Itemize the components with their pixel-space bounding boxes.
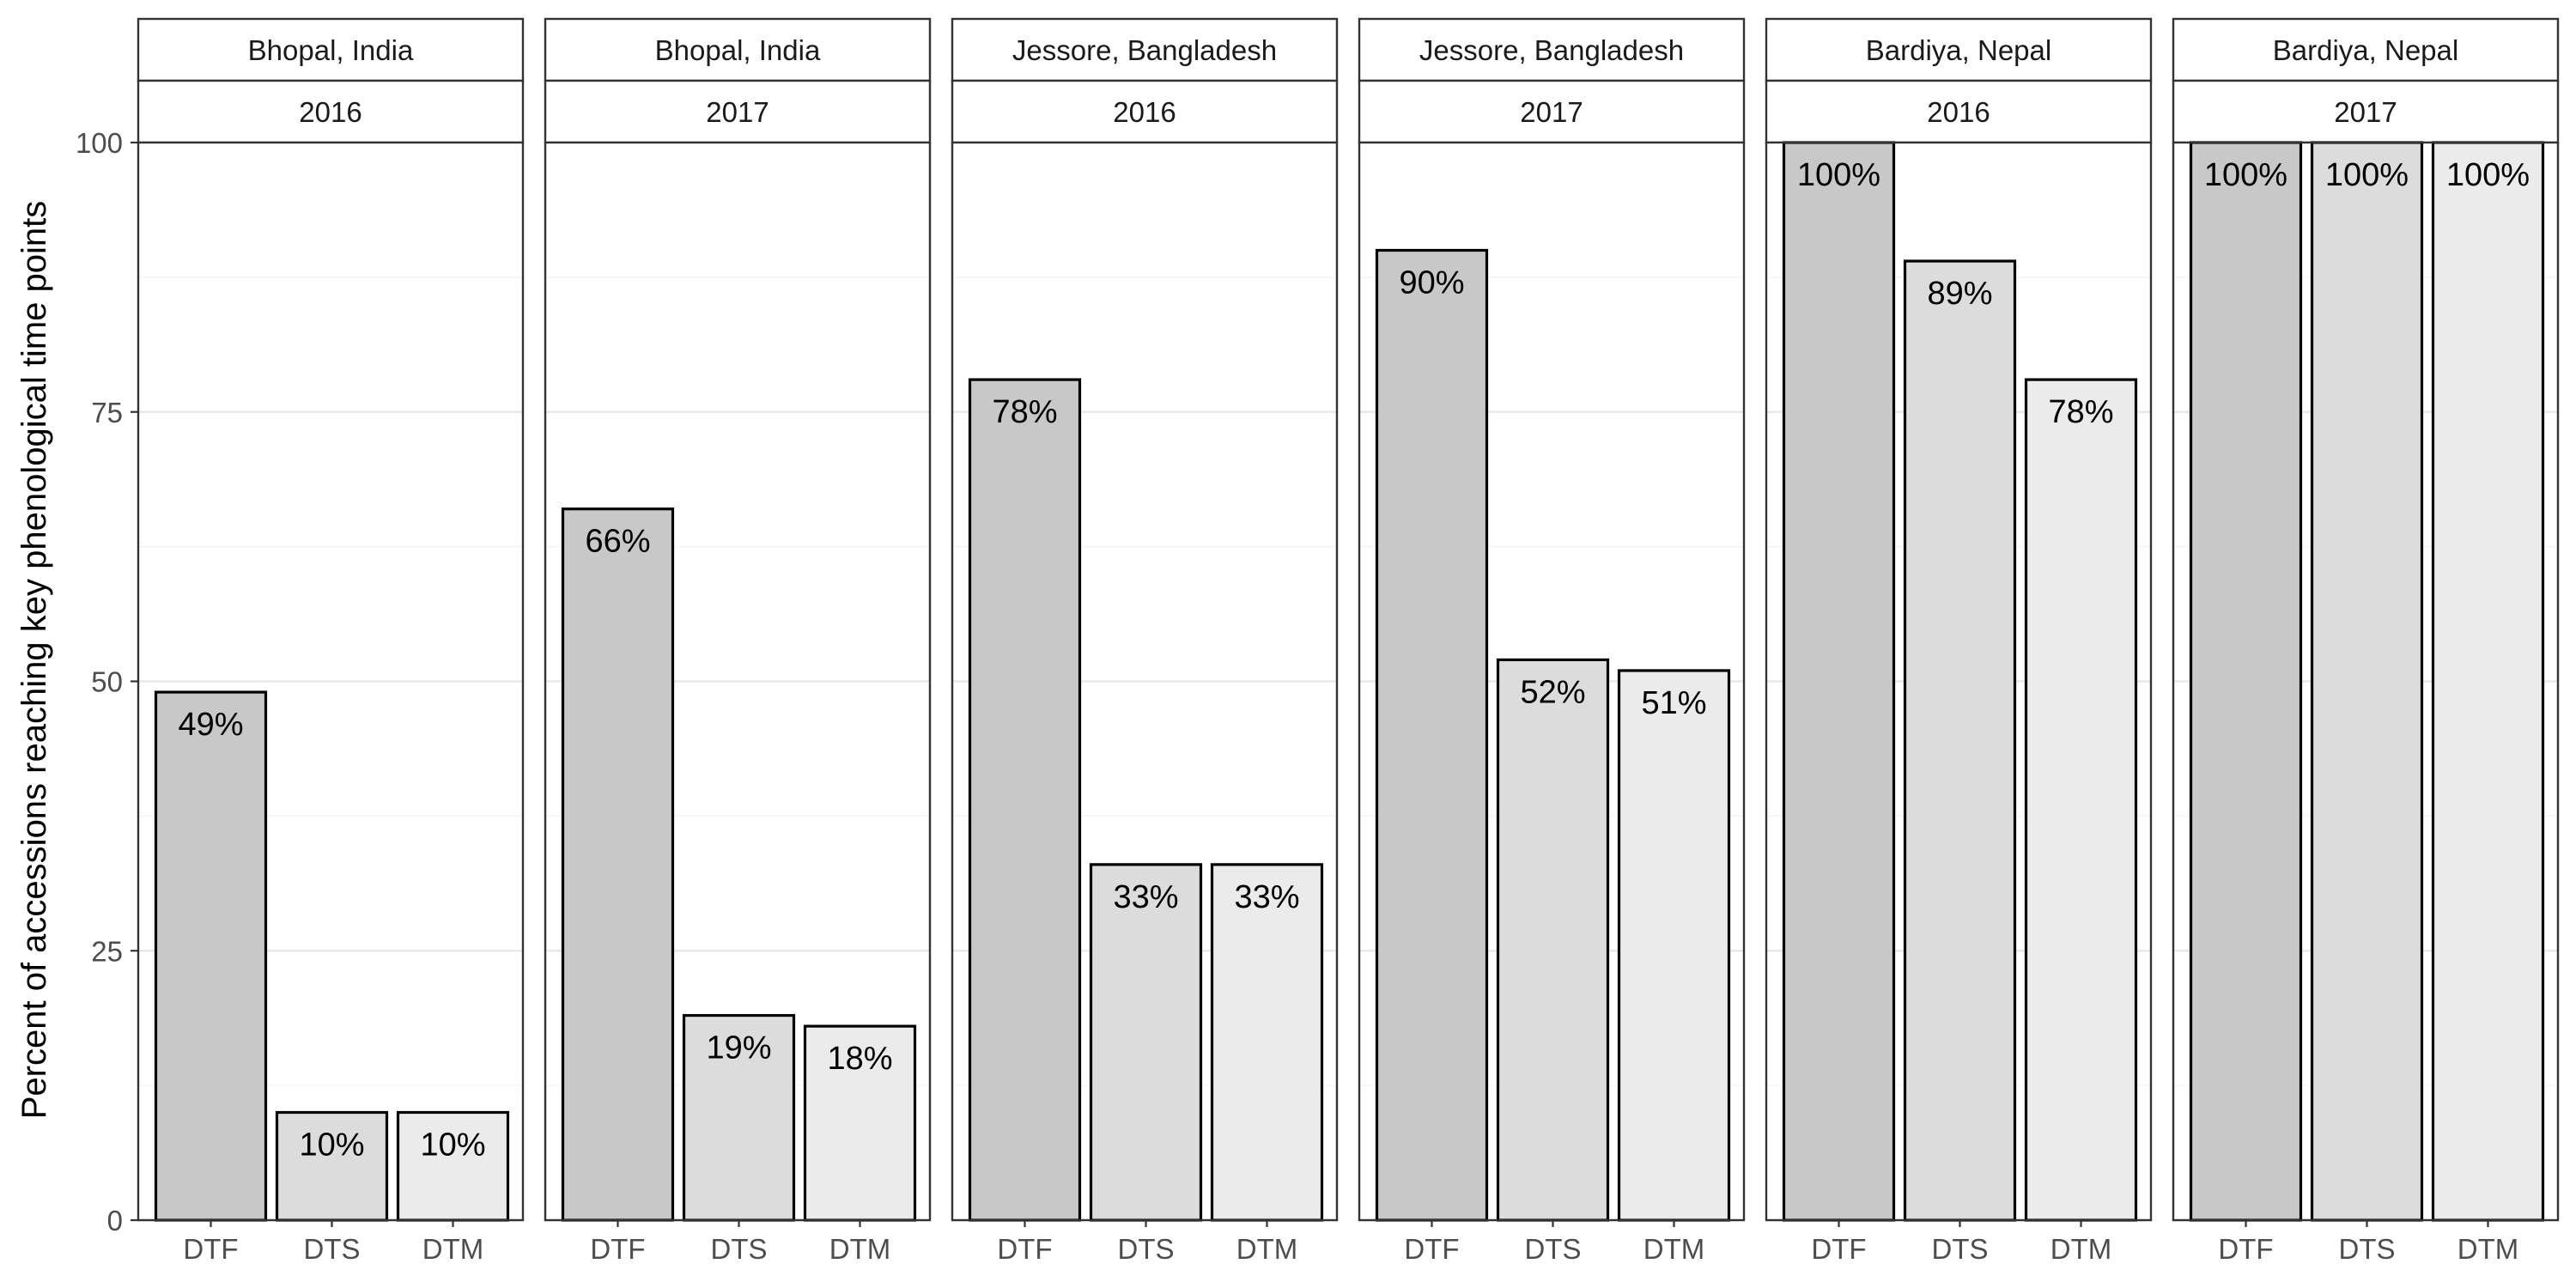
- panel-border: [2172, 141, 2560, 1222]
- facet-strip-year: [2172, 79, 2560, 144]
- bar-dtm: [1210, 863, 1324, 1222]
- facet-year-label: 2017: [1520, 96, 1583, 128]
- facet-panel: Bhopal, India 2017 66% 19% 18% DTF DTS DTM: [544, 17, 932, 1265]
- bar-dtm: [2431, 141, 2545, 1222]
- bar-value-label: 78%: [992, 394, 1057, 430]
- x-tick-label: DTM: [422, 1233, 483, 1265]
- bar-value-label: 33%: [1113, 879, 1178, 915]
- facet-strip-location: [137, 17, 525, 82]
- bar-value-label: 78%: [2048, 394, 2113, 430]
- x-tick-label: DTM: [1236, 1233, 1297, 1265]
- bar-dtf: [968, 378, 1082, 1222]
- x-tick-label: DTS: [304, 1233, 361, 1265]
- bar-value-label: 49%: [178, 707, 243, 743]
- x-tick-label: DTF: [2218, 1233, 2273, 1265]
- y-tick-label: 50: [91, 666, 123, 698]
- bar-dtm: [803, 1024, 917, 1222]
- y-tick-label: 100: [76, 127, 123, 159]
- x-tick-label: DTS: [2339, 1233, 2396, 1265]
- facet-location-label: Bhopal, India: [655, 34, 821, 66]
- bar-value-label: 100%: [2204, 157, 2287, 193]
- facet-year-label: 2016: [1927, 96, 1990, 128]
- bar-dtm: [2024, 378, 2138, 1222]
- bar-dtf: [1375, 248, 1489, 1222]
- bar-value-label: 90%: [1399, 265, 1464, 301]
- panel-border: [951, 141, 1339, 1222]
- x-tick-label: DTM: [2050, 1233, 2111, 1265]
- x-tick-label: DTF: [1404, 1233, 1459, 1265]
- bar-dts: [682, 1013, 796, 1222]
- facet-strip-year: [544, 79, 932, 144]
- bar-dtm: [1617, 669, 1731, 1222]
- facet-location-label: Bardiya, Nepal: [1866, 34, 2051, 66]
- x-tick-label: DTF: [590, 1233, 645, 1265]
- x-tick-label: DTM: [2458, 1233, 2518, 1265]
- x-tick-label: DTM: [1643, 1233, 1704, 1265]
- x-tick-label: DTS: [1932, 1233, 1989, 1265]
- y-axis-title: Percent of accessions reaching key pheno…: [15, 201, 53, 1120]
- bar-value-label: 66%: [585, 524, 650, 560]
- y-tick-label: 25: [91, 935, 123, 967]
- x-tick-label: DTS: [1118, 1233, 1175, 1265]
- bar-dtf: [2189, 141, 2303, 1222]
- x-tick-label: DTF: [997, 1233, 1052, 1265]
- bar-dtf: [561, 507, 675, 1222]
- bar-dtf: [1782, 141, 1896, 1222]
- facet-panel: Bardiya, Nepal 2017 100% 100% 100% DTF DTS DTM: [2172, 17, 2560, 1265]
- facet-location-label: Bhopal, India: [248, 34, 414, 66]
- facet-strip-location: [2172, 17, 2560, 82]
- bar-value-label: 19%: [706, 1030, 771, 1066]
- facet-location-label: Jessore, Bangladesh: [1012, 34, 1277, 66]
- bar-value-label: 89%: [1927, 276, 1992, 312]
- x-tick-label: DTF: [183, 1233, 238, 1265]
- facet-location-label: Bardiya, Nepal: [2273, 34, 2458, 66]
- facet-year-label: 2017: [706, 96, 769, 128]
- facet-panel: Bhopal, India 2016 49% 10% 10% DTF DTS DTM: [137, 17, 525, 1265]
- facet-strip-year: [137, 79, 525, 144]
- facet-strip-location: [1765, 17, 2153, 82]
- x-tick-label: DTS: [711, 1233, 768, 1265]
- bar-dts: [2310, 141, 2424, 1222]
- bar-value-label: 10%: [420, 1127, 485, 1163]
- facet-panel: Jessore, Bangladesh 2017 90% 52% 51% DTF DTS DT…: [1358, 17, 1746, 1265]
- facet-location-label: Jessore, Bangladesh: [1419, 34, 1684, 66]
- panel-border: [1358, 141, 1746, 1222]
- facet-year-label: 2017: [2334, 96, 2397, 128]
- bar-dts: [1903, 259, 2017, 1222]
- bar-dts: [1089, 863, 1203, 1222]
- x-tick-label: DTF: [1811, 1233, 1866, 1265]
- facet-strip-location: [951, 17, 1339, 82]
- facet-strip-year: [1765, 79, 2153, 144]
- bar-value-label: 18%: [827, 1041, 892, 1077]
- facet-strip-year: [951, 79, 1339, 144]
- bar-dtm: [396, 1110, 510, 1222]
- panel-border: [1765, 141, 2153, 1222]
- bar-value-label: 100%: [2325, 157, 2409, 193]
- bar-value-label: 33%: [1234, 879, 1299, 915]
- facet-strip-year: [1358, 79, 1746, 144]
- bar-value-label: 51%: [1641, 685, 1706, 721]
- bar-dts: [1496, 658, 1610, 1222]
- bar-value-label: 100%: [1797, 157, 1880, 193]
- facet-strip-location: [1358, 17, 1746, 82]
- bar-value-label: 10%: [299, 1127, 364, 1163]
- x-tick-label: DTS: [1525, 1233, 1582, 1265]
- facet-panel: Jessore, Bangladesh 2016 78% 33% 33% DTF DTS DT…: [951, 17, 1339, 1265]
- panel-border: [544, 141, 932, 1222]
- bar-dtf: [154, 690, 268, 1222]
- facet-panel: Bardiya, Nepal 2016 100% 89% 78% DTF DTS DTM: [1765, 17, 2153, 1265]
- x-tick-label: DTM: [829, 1233, 890, 1265]
- facet-year-label: 2016: [1113, 96, 1176, 128]
- y-tick-label: 0: [107, 1205, 123, 1236]
- bar-value-label: 52%: [1520, 674, 1585, 710]
- facet-year-label: 2016: [299, 96, 361, 128]
- y-tick-label: 75: [91, 397, 123, 428]
- bar-value-label: 100%: [2446, 157, 2530, 193]
- y-axis: 0 25 50 75 100: [76, 127, 138, 1236]
